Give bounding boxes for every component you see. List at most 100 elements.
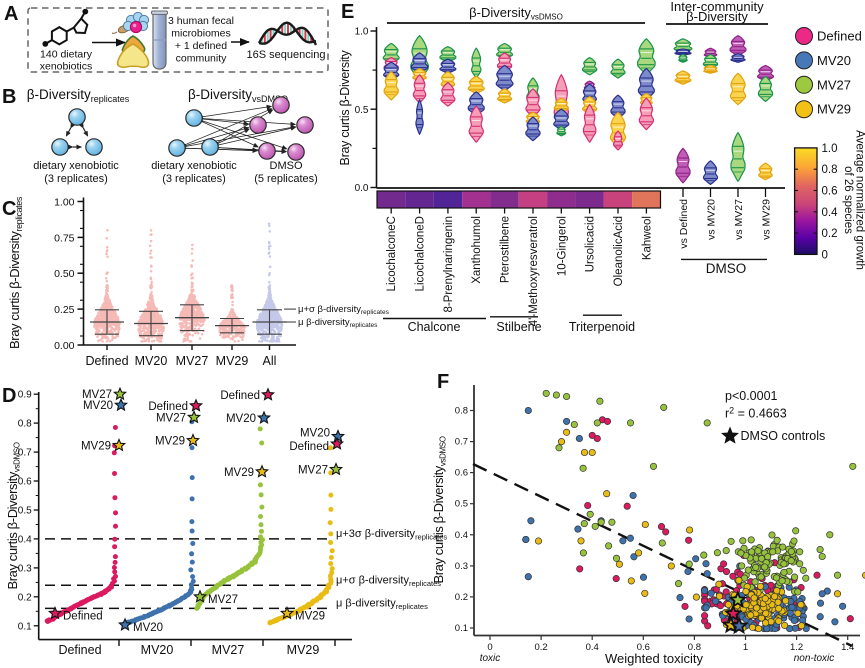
svg-text:MV20: MV20	[133, 622, 163, 634]
svg-text:r2 = 0.4663: r2 = 0.4663	[725, 406, 787, 421]
svg-text:4'-Methoxyresveratrol: 4'-Methoxyresveratrol	[528, 216, 540, 326]
svg-text:Defined: Defined	[63, 610, 103, 622]
svg-text:MV20: MV20	[135, 354, 168, 368]
svg-text:3 human fecal: 3 human fecal	[168, 15, 234, 27]
svg-text:1.00: 1.00	[54, 197, 75, 209]
svg-text:0.00: 0.00	[54, 340, 75, 352]
svg-text:D: D	[2, 385, 16, 407]
svg-text:Kahweol: Kahweol	[641, 216, 653, 260]
svg-text:0.8: 0.8	[455, 406, 468, 417]
svg-text:0.7: 0.7	[455, 437, 468, 448]
svg-text:MV27: MV27	[817, 77, 851, 92]
svg-text:8-Prenylnaringenin: 8-Prenylnaringenin	[443, 216, 455, 313]
svg-text:1.0: 1.0	[355, 27, 369, 38]
svg-text:0.2: 0.2	[822, 228, 838, 240]
svg-text:F: F	[437, 371, 449, 393]
svg-text:(3 replicates): (3 replicates)	[44, 173, 108, 185]
svg-text:p<0.0001: p<0.0001	[725, 389, 778, 403]
svg-text:DMSO: DMSO	[706, 261, 747, 276]
svg-text:0.4: 0.4	[822, 207, 839, 219]
svg-text:16S sequencing: 16S sequencing	[247, 49, 326, 61]
svg-text:Defined: Defined	[148, 401, 188, 413]
svg-text:MV27: MV27	[82, 389, 112, 401]
svg-text:1: 1	[743, 642, 748, 653]
svg-text:0.2: 0.2	[455, 592, 468, 603]
svg-text:0.9: 0.9	[18, 390, 32, 401]
svg-text:1.2: 1.2	[790, 642, 803, 653]
svg-text:0.5: 0.5	[355, 105, 369, 116]
svg-text:0.4: 0.4	[455, 530, 468, 541]
svg-text:community: community	[176, 53, 228, 65]
svg-text:(5 replicates): (5 replicates)	[254, 173, 318, 185]
svg-text:Bray curtis β-Diversityreplica: Bray curtis β-Diversityreplicates	[7, 196, 24, 349]
svg-text:0.2: 0.2	[18, 592, 32, 603]
svg-text:0.1: 0.1	[18, 621, 32, 632]
svg-text:140 dietary: 140 dietary	[40, 49, 93, 61]
svg-text:Ursolicacid: Ursolicacid	[585, 216, 597, 272]
svg-text:Defined: Defined	[58, 643, 101, 657]
svg-text:toxic: toxic	[480, 653, 501, 664]
svg-text:0.8: 0.8	[688, 642, 701, 653]
svg-text:MV20: MV20	[817, 53, 851, 68]
svg-text:OleanolicAcid: OleanolicAcid	[613, 216, 625, 286]
svg-text:dietary xenobiotic: dietary xenobiotic	[151, 160, 237, 172]
svg-text:0.6: 0.6	[822, 186, 838, 198]
svg-text:Average normalized growth: Average normalized growth	[854, 130, 865, 270]
svg-text:vs MV20: vs MV20	[706, 199, 718, 240]
svg-text:0.6: 0.6	[455, 468, 468, 479]
svg-text:Weighted toxicity: Weighted toxicity	[605, 651, 704, 666]
svg-text:0: 0	[487, 642, 492, 653]
svg-text:0.4: 0.4	[18, 534, 32, 545]
svg-text:1.0: 1.0	[822, 143, 838, 155]
svg-text:0.4: 0.4	[586, 642, 599, 653]
svg-text:MV29: MV29	[224, 467, 254, 479]
svg-text:MV29: MV29	[81, 440, 111, 452]
svg-text:MV29: MV29	[216, 354, 249, 368]
svg-text:0.5: 0.5	[455, 499, 468, 510]
svg-text:Bray curtis β-Diversity: Bray curtis β-Diversity	[338, 50, 352, 166]
svg-text:MV27: MV27	[208, 594, 238, 606]
svg-text:0.3: 0.3	[455, 561, 468, 572]
svg-text:B: B	[2, 86, 16, 108]
svg-text:1.4: 1.4	[841, 642, 854, 653]
svg-text:Bray curtis β-DiversityvsDMSO: Bray curtis β-DiversityvsDMSO	[431, 436, 448, 583]
svg-text:0.25: 0.25	[54, 304, 75, 316]
svg-text:0.3: 0.3	[18, 563, 32, 574]
svg-text:Chalcone: Chalcone	[408, 320, 461, 334]
svg-text:0.8: 0.8	[822, 164, 838, 176]
svg-text:MV29: MV29	[155, 436, 185, 448]
svg-text:vs MV27: vs MV27	[733, 199, 745, 240]
svg-text:MV29: MV29	[287, 643, 320, 657]
svg-text:Defined: Defined	[85, 354, 128, 368]
svg-text:0.0: 0.0	[355, 183, 369, 194]
svg-text:0.6: 0.6	[18, 477, 32, 488]
svg-text:0.8: 0.8	[18, 419, 32, 430]
svg-text:All: All	[263, 354, 277, 368]
svg-text:xenobiotics: xenobiotics	[40, 61, 93, 73]
svg-text:Xanthohumol: Xanthohumol	[471, 216, 483, 284]
svg-text:vs Defined: vs Defined	[678, 199, 690, 249]
svg-text:0: 0	[822, 249, 828, 261]
svg-text:MV20: MV20	[226, 413, 256, 425]
svg-text:(3 replicates): (3 replicates)	[162, 173, 226, 185]
svg-text:MV20: MV20	[141, 643, 174, 657]
svg-text:Pterostilbene: Pterostilbene	[500, 216, 512, 283]
svg-text:0.1: 0.1	[455, 623, 468, 634]
svg-text:Inter-community: Inter-community	[670, 0, 764, 14]
svg-text:0.6: 0.6	[637, 642, 650, 653]
svg-text:MV27: MV27	[212, 643, 245, 657]
svg-text:MV29: MV29	[817, 102, 851, 117]
svg-text:LicochalconeD: LicochalconeD	[415, 216, 427, 291]
svg-text:E: E	[341, 1, 354, 23]
svg-text:β-Diversity: β-Diversity	[686, 9, 748, 24]
svg-text:dietary xenobiotic: dietary xenobiotic	[33, 160, 119, 172]
svg-text:Defined: Defined	[289, 441, 329, 453]
svg-text:Bray curtis β-DiversityvsDMSO: Bray curtis β-DiversityvsDMSO	[5, 442, 22, 589]
svg-text:Defined: Defined	[817, 29, 862, 44]
svg-text:0.50: 0.50	[54, 268, 75, 280]
svg-text:DMSO: DMSO	[270, 160, 303, 172]
svg-text:microbiomes: microbiomes	[171, 28, 231, 40]
svg-text:Defined: Defined	[220, 390, 260, 402]
svg-text:MV27: MV27	[156, 412, 186, 424]
svg-text:vs MV29: vs MV29	[761, 199, 773, 240]
